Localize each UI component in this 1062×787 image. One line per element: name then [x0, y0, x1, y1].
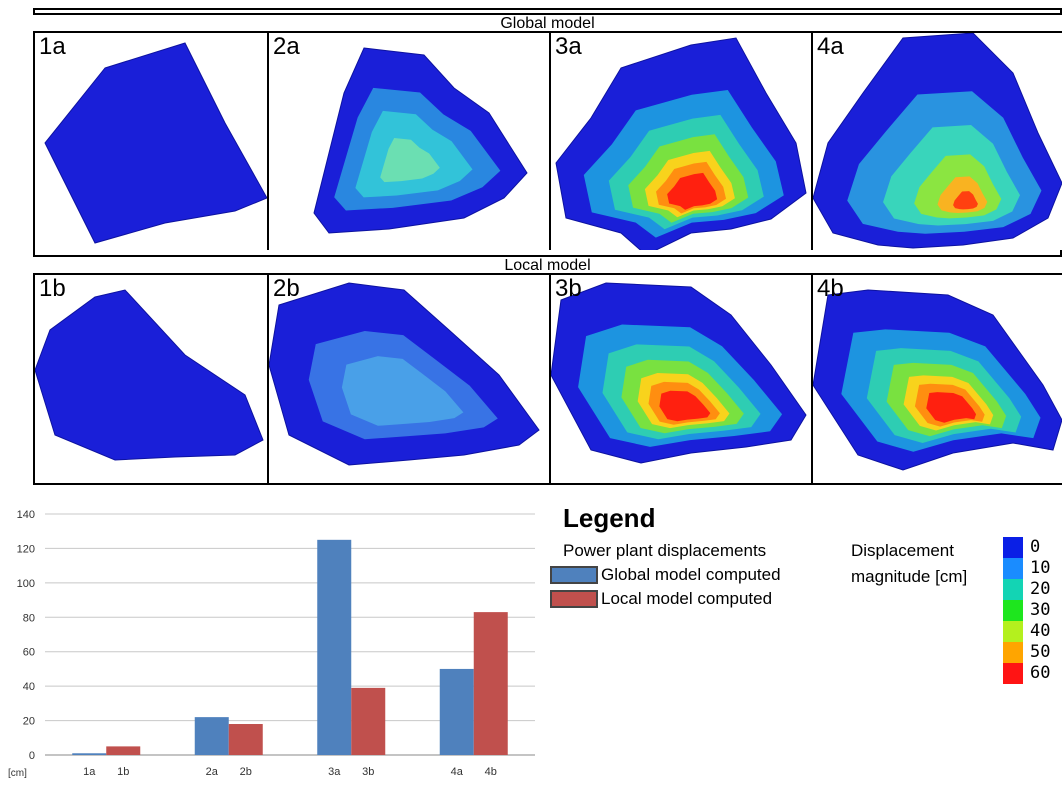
global-model-band: Global model: [33, 13, 1062, 33]
legend-swatch-global: [550, 566, 598, 584]
legend-label-global: Global model computed: [601, 565, 781, 584]
bar-global: [317, 539, 352, 755]
local-model-band: Local model: [33, 255, 1062, 275]
x-tick-label: 4b: [485, 766, 497, 778]
panel-label: 4b: [817, 275, 844, 302]
bar-local: [473, 612, 508, 755]
y-tick-label: 20: [23, 716, 35, 728]
scale-color-cell: [1003, 600, 1023, 621]
panel-local-4: 4b: [813, 275, 1062, 483]
panel-label: 4a: [817, 33, 844, 60]
scale-tick-label: 60: [1030, 663, 1051, 683]
y-tick-label: 120: [17, 543, 35, 555]
panel-label: 2b: [273, 275, 300, 302]
scale-color-cell: [1003, 663, 1023, 684]
panel-global-3: 3a: [551, 33, 813, 250]
scale-tick-label: 30: [1030, 600, 1051, 620]
panel-local-1: 1b: [35, 275, 269, 483]
model-render: [555, 37, 807, 250]
y-tick-label: 0: [29, 750, 35, 762]
y-axis-unit-label: [cm]: [8, 768, 27, 779]
legend-label-local: Local model computed: [601, 589, 773, 608]
bar-chart: 0 20 40 60 80 100 120 140 [cm] 1a 1b 2a 2b 3a 3b 4a 4b: [8, 509, 535, 779]
terrain-surface: [44, 42, 267, 244]
displacement-contour: [926, 392, 977, 423]
scale-tick-label: 10: [1030, 558, 1051, 578]
scale-color-cell: [1003, 621, 1023, 642]
scale-tick-label: 40: [1030, 621, 1051, 641]
panel-local-3: 3b: [551, 275, 813, 483]
bar-global: [439, 668, 474, 755]
displacement-contour: [659, 390, 711, 422]
model-render: [813, 289, 1062, 471]
displacement-contour: [380, 138, 440, 183]
displacement-contour: [953, 191, 978, 210]
y-tick-label: 140: [17, 509, 35, 521]
model-render: [269, 282, 540, 466]
x-tick-label: 2b: [240, 766, 252, 778]
panel-label: 1b: [39, 275, 66, 302]
model-render: [551, 282, 807, 464]
model-render: [813, 33, 1062, 249]
scale-tick-label: 50: [1030, 642, 1051, 662]
bar-local: [228, 724, 263, 755]
x-tick-label: 4a: [451, 766, 464, 778]
x-tick-label: 3a: [328, 766, 341, 778]
scale-color-cell: [1003, 642, 1023, 663]
scale-tick-label: 20: [1030, 579, 1051, 599]
legend-subtitle: Power plant displacements: [563, 541, 767, 560]
y-tick-label: 80: [23, 612, 35, 624]
scale-color-cell: [1003, 558, 1023, 579]
scale-color-cell: [1003, 537, 1023, 558]
displacement-contour: [667, 172, 718, 210]
panel-label: 1a: [39, 33, 66, 60]
bar-local: [351, 687, 386, 755]
x-tick-label: 2a: [206, 766, 219, 778]
panel-global-2: 2a: [269, 33, 551, 250]
panel-global-4: 4a: [813, 33, 1062, 250]
panel-global-1: 1a: [35, 33, 269, 250]
model-render: [35, 289, 264, 461]
bar-global: [72, 753, 107, 755]
panel-label: 2a: [273, 33, 300, 60]
legend-swatch-local: [550, 590, 598, 608]
terrain-surface: [35, 289, 264, 461]
scale-tick-label: 0: [1030, 537, 1041, 557]
model-render: [44, 42, 267, 244]
panel-label: 3a: [555, 33, 582, 60]
panel-local-2: 2b: [269, 275, 551, 483]
y-tick-label: 40: [23, 681, 35, 693]
y-tick-label: 60: [23, 647, 35, 659]
x-tick-label: 3b: [362, 766, 374, 778]
x-tick-label: 1b: [117, 766, 129, 778]
bar-local: [106, 746, 141, 755]
scale-label-line1: Displacement: [851, 541, 954, 560]
scale-color-cell: [1003, 579, 1023, 600]
bar-global: [194, 717, 229, 755]
x-tick-label: 1a: [83, 766, 96, 778]
panel-label: 3b: [555, 275, 582, 302]
displacement-contour: [341, 356, 464, 426]
legend-title: Legend: [563, 503, 656, 533]
scale-label-line2: magnitude [cm]: [851, 567, 968, 586]
model-render: [313, 47, 528, 234]
y-tick-label: 100: [17, 578, 35, 590]
